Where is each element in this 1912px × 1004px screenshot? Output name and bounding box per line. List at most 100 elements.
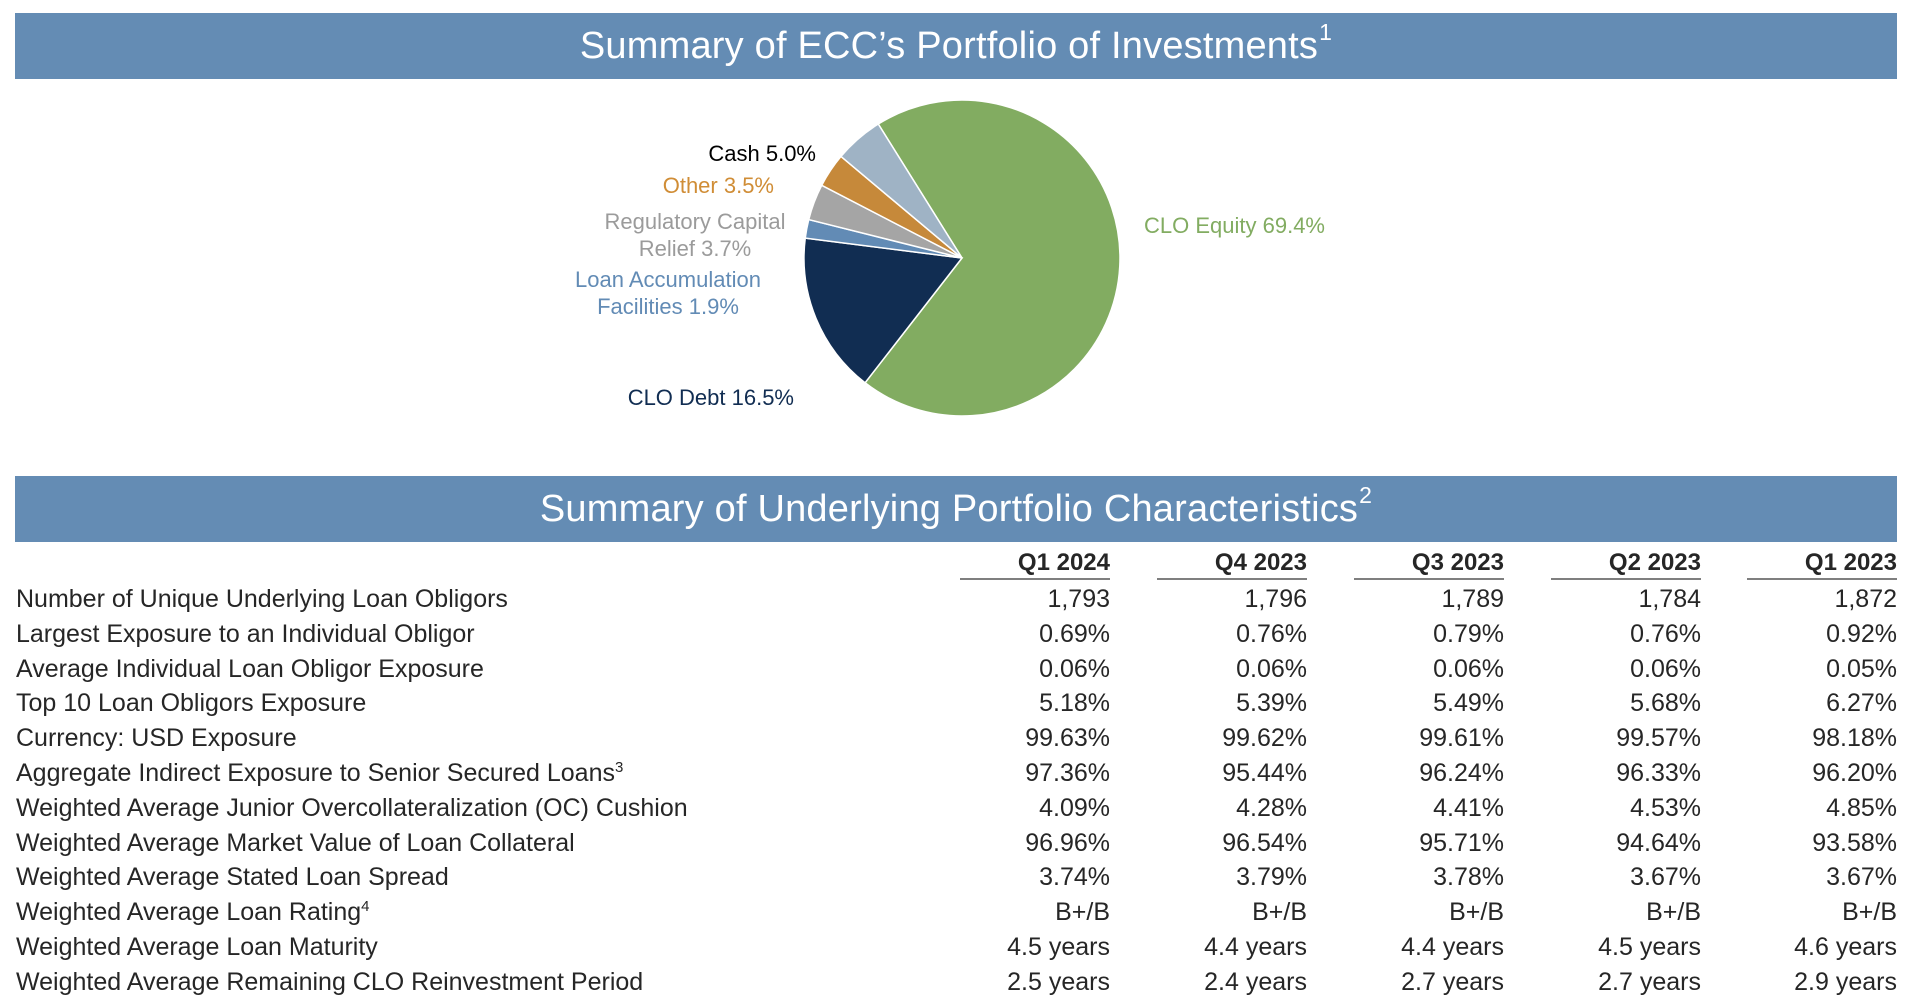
table-cell: 95.44% [1222, 759, 1307, 787]
pie-label-line: Facilities 1.9% [597, 294, 739, 319]
table-cell: 4.28% [1236, 793, 1307, 822]
table-cell: 96.54% [1222, 828, 1307, 857]
table-cell: 2.5 years [1007, 967, 1110, 996]
table-row: Currency: USD Exposure 99.63% 99.62% 99.61%… [0, 721, 1912, 756]
pie-label-regulatory-capital-relief: Regulatory Capital Relief 3.7% [570, 208, 820, 262]
table-cell: 5.68% [1630, 689, 1701, 718]
column-header: Q1 2023 [1747, 548, 1897, 580]
row-label: Weighted Average Junior Overcollateraliz… [16, 791, 688, 826]
pie-label-loan-accumulation-facilities: Loan Accumulation Facilities 1.9% [540, 266, 796, 320]
table-cell: 96.33% [1616, 759, 1701, 787]
footnote-marker: 3 [615, 759, 624, 776]
row-label-text: Aggregate Indirect Exposure to Senior Se… [16, 759, 615, 787]
table-cell: 94.64% [1616, 828, 1701, 857]
row-label: Number of Unique Underlying Loan Obligor… [16, 582, 508, 617]
table-cell: B+/B [1055, 898, 1110, 927]
table-row: Number of Unique Underlying Loan Obligor… [0, 582, 1912, 617]
portfolio-characteristics-banner: Summary of Underlying Portfolio Characte… [15, 476, 1897, 542]
table-cell: B+/B [1646, 898, 1701, 927]
table-cell: 4.4 years [1204, 933, 1307, 961]
pie-chart: CLO Equity 69.4% CLO Debt 16.5% Loan Accum… [0, 80, 1912, 470]
pie-label-line: Regulatory Capital [604, 209, 786, 234]
row-label: Weighted Average Remaining CLO Reinvestm… [16, 965, 643, 1000]
table-cell: 1,793 [1047, 585, 1110, 613]
table-cell: 4.5 years [1598, 933, 1701, 961]
pie-slice-clo-equity [864, 99, 1121, 417]
row-label-text: Weighted Average Loan Rating [16, 898, 362, 927]
table-row: Largest Exposure to an Individual Obligo… [0, 617, 1912, 652]
table-cell: 3.78% [1433, 863, 1504, 892]
table-cell: 0.76% [1630, 619, 1701, 648]
table-cell: 95.71% [1419, 828, 1504, 857]
row-label-text: Weighted Average Market Value of Loan Co… [16, 828, 575, 857]
row-label: Weighted Average Loan Rating4 [16, 895, 370, 933]
table-cell: 93.58% [1812, 828, 1897, 857]
table-cell: 96.20% [1812, 759, 1897, 787]
table-cell: 0.69% [1039, 619, 1110, 648]
table-cell: 0.76% [1236, 619, 1307, 648]
table-cell: 3.67% [1630, 863, 1701, 892]
table-row: Weighted Average Junior Overcollateraliz… [0, 791, 1912, 826]
row-label-text: Weighted Average Loan Maturity [16, 933, 378, 961]
portfolio-investments-title: Summary of ECC’s Portfolio of Investment… [579, 24, 1319, 67]
pie-label-cash: Cash 5.0% [600, 140, 816, 167]
row-label-text: Average Individual Loan Obligor Exposure [16, 654, 484, 683]
table-cell: 4.09% [1039, 793, 1110, 822]
table-row: Weighted Average Market Value of Loan Co… [0, 826, 1912, 861]
table-cell: 2.7 years [1598, 967, 1701, 996]
row-label: Weighted Average Market Value of Loan Co… [16, 826, 575, 861]
table-cell: 0.79% [1433, 619, 1504, 648]
table-cell: 97.36% [1025, 759, 1110, 787]
row-label: Aggregate Indirect Exposure to Senior Se… [16, 756, 623, 794]
table-cell: 0.06% [1433, 654, 1504, 683]
table-cell: 4.41% [1433, 793, 1504, 822]
table-row: Aggregate Indirect Exposure to Senior Se… [0, 756, 1912, 791]
table-cell: 4.4 years [1401, 933, 1504, 961]
column-header: Q4 2023 [1157, 548, 1307, 580]
footnote-marker: 1 [1319, 18, 1333, 45]
column-header: Q3 2023 [1354, 548, 1504, 580]
table-cell: 1,796 [1244, 585, 1307, 613]
table-cell: 96.96% [1025, 828, 1110, 857]
table-cell: 0.92% [1826, 619, 1897, 648]
table-cell: 2.9 years [1794, 967, 1897, 996]
table-cell: 3.74% [1039, 863, 1110, 892]
table-cell: 0.06% [1236, 654, 1307, 683]
pie-label-line: Relief 3.7% [638, 236, 752, 261]
footnote-marker: 2 [1359, 481, 1373, 508]
pie-label-line: Cash 5.0% [708, 141, 816, 166]
table-cell: 99.63% [1025, 724, 1110, 753]
table-cell: 0.06% [1039, 654, 1110, 683]
pie-chart-svg [803, 99, 1121, 417]
table-cell: 5.49% [1433, 689, 1504, 718]
portfolio-characteristics-title: Summary of Underlying Portfolio Characte… [539, 487, 1359, 530]
table-cell: 5.18% [1039, 689, 1110, 718]
row-label: Currency: USD Exposure [16, 721, 297, 756]
pie-label-clo-debt: CLO Debt 16.5% [560, 384, 794, 411]
row-label: Average Individual Loan Obligor Exposure [16, 652, 484, 687]
row-label-text: Top 10 Loan Obligors Exposure [16, 689, 367, 718]
row-label-text: Weighted Average Remaining CLO Reinvestm… [16, 967, 644, 996]
pie-label-clo-equity: CLO Equity 69.4% [1144, 212, 1325, 239]
table-row: Weighted Average Stated Loan Spread 3.74%… [0, 860, 1912, 895]
column-header: Q1 2024 [960, 548, 1110, 580]
table-cell: 99.57% [1616, 724, 1701, 753]
table-cell: 2.4 years [1204, 967, 1307, 996]
table-cell: 99.61% [1419, 724, 1504, 753]
table-cell: 6.27% [1826, 689, 1897, 718]
table-cell: 5.39% [1236, 689, 1307, 718]
row-label-text: Weighted Average Stated Loan Spread [16, 863, 449, 892]
pie-label-line: CLO Equity 69.4% [1144, 213, 1325, 238]
table-cell: 3.67% [1826, 863, 1897, 892]
pie-label-line: CLO Debt 16.5% [627, 385, 794, 410]
table-row: Average Individual Loan Obligor Exposure… [0, 652, 1912, 687]
table-cell: B+/B [1842, 898, 1897, 927]
pie-label-line: Other 3.5% [662, 173, 774, 198]
table-cell: B+/B [1449, 898, 1504, 927]
table-cell: B+/B [1252, 898, 1307, 927]
row-label: Largest Exposure to an Individual Obligo… [16, 617, 475, 652]
row-label: Weighted Average Loan Maturity [16, 930, 378, 965]
table-row: Weighted Average Loan Rating4 B+/B B+/B B+/… [0, 895, 1912, 930]
table-cell: 98.18% [1812, 724, 1897, 753]
table-cell: 1,872 [1834, 585, 1897, 613]
